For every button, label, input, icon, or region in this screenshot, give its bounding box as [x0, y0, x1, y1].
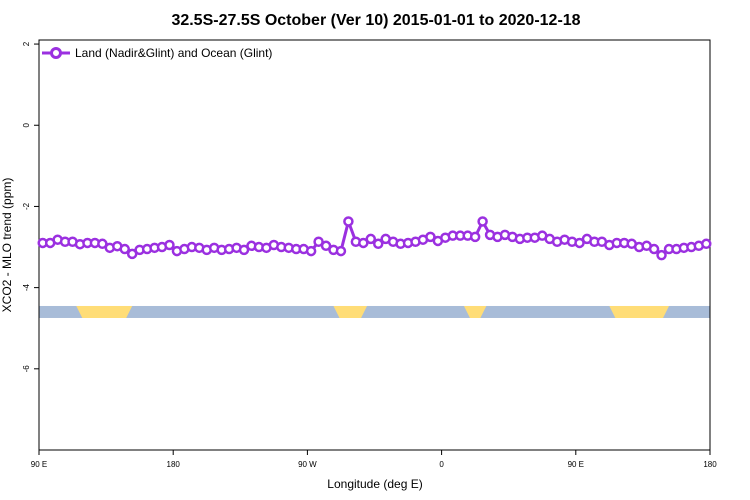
data-point-45 [365, 233, 377, 245]
data-point-41 [335, 245, 347, 257]
y-tick-label-2: 0 [22, 122, 31, 127]
y-tick-label-5: -6 [22, 365, 31, 373]
data-point-18 [164, 239, 175, 251]
x-axis-label: Longitude (deg E) [327, 477, 422, 491]
data-point-59 [469, 231, 481, 243]
data-point-46 [372, 238, 384, 250]
data-point-38 [313, 236, 324, 248]
x-tick-label-2: 180 [167, 460, 181, 469]
y-tick-label-1: 2 [22, 41, 31, 46]
land-band-segment-2 [333, 305, 368, 318]
data-point-60 [477, 216, 488, 227]
data-point-53 [425, 231, 436, 243]
legend-marker-swatch [50, 47, 62, 59]
data-point-84 [656, 249, 667, 261]
x-axis: 90 E 180 90 W 0 90 E 180 [31, 450, 717, 469]
chart-title: 32.5S-27.5S October (Ver 10) 2015-01-01 … [171, 12, 580, 29]
data-point-13 [126, 248, 138, 260]
x-tick-label-6: 180 [703, 460, 717, 469]
series-layer [37, 216, 712, 261]
data-point-9 [97, 238, 108, 250]
legend-entry-label: Land (Nadir&Glint) and Ocean (Glint) [75, 46, 272, 60]
y-tick-label-4: -4 [22, 284, 31, 292]
legend: Land (Nadir&Glint) and Ocean (Glint) [42, 46, 272, 60]
x-tick-label-4: 0 [439, 460, 444, 469]
land-band-segment-3 [463, 305, 487, 318]
data-point-44 [358, 237, 369, 249]
data-point-83 [648, 243, 660, 255]
x-tick-label-3: 90 W [298, 460, 317, 469]
data-point-90 [701, 238, 712, 250]
data-point-39 [320, 240, 332, 252]
ocean-band [39, 305, 710, 318]
land-band-segment-4 [609, 305, 669, 318]
land-band-segment-1 [76, 305, 133, 318]
data-point-42 [343, 216, 354, 227]
y-tick-label-3: -2 [22, 202, 31, 210]
y-axis: 2 0 -2 -4 -6 [22, 41, 39, 372]
data-point-73 [574, 237, 585, 249]
surface-type-band [39, 305, 710, 318]
data-point-37 [305, 245, 317, 257]
x-tick-label-1: 90 E [31, 460, 47, 469]
data-point-12 [119, 243, 130, 255]
data-point-28 [238, 244, 250, 256]
x-tick-label-5: 90 E [568, 460, 584, 469]
y-axis-label: XCO2 - MLO trend (ppm) [0, 178, 14, 313]
